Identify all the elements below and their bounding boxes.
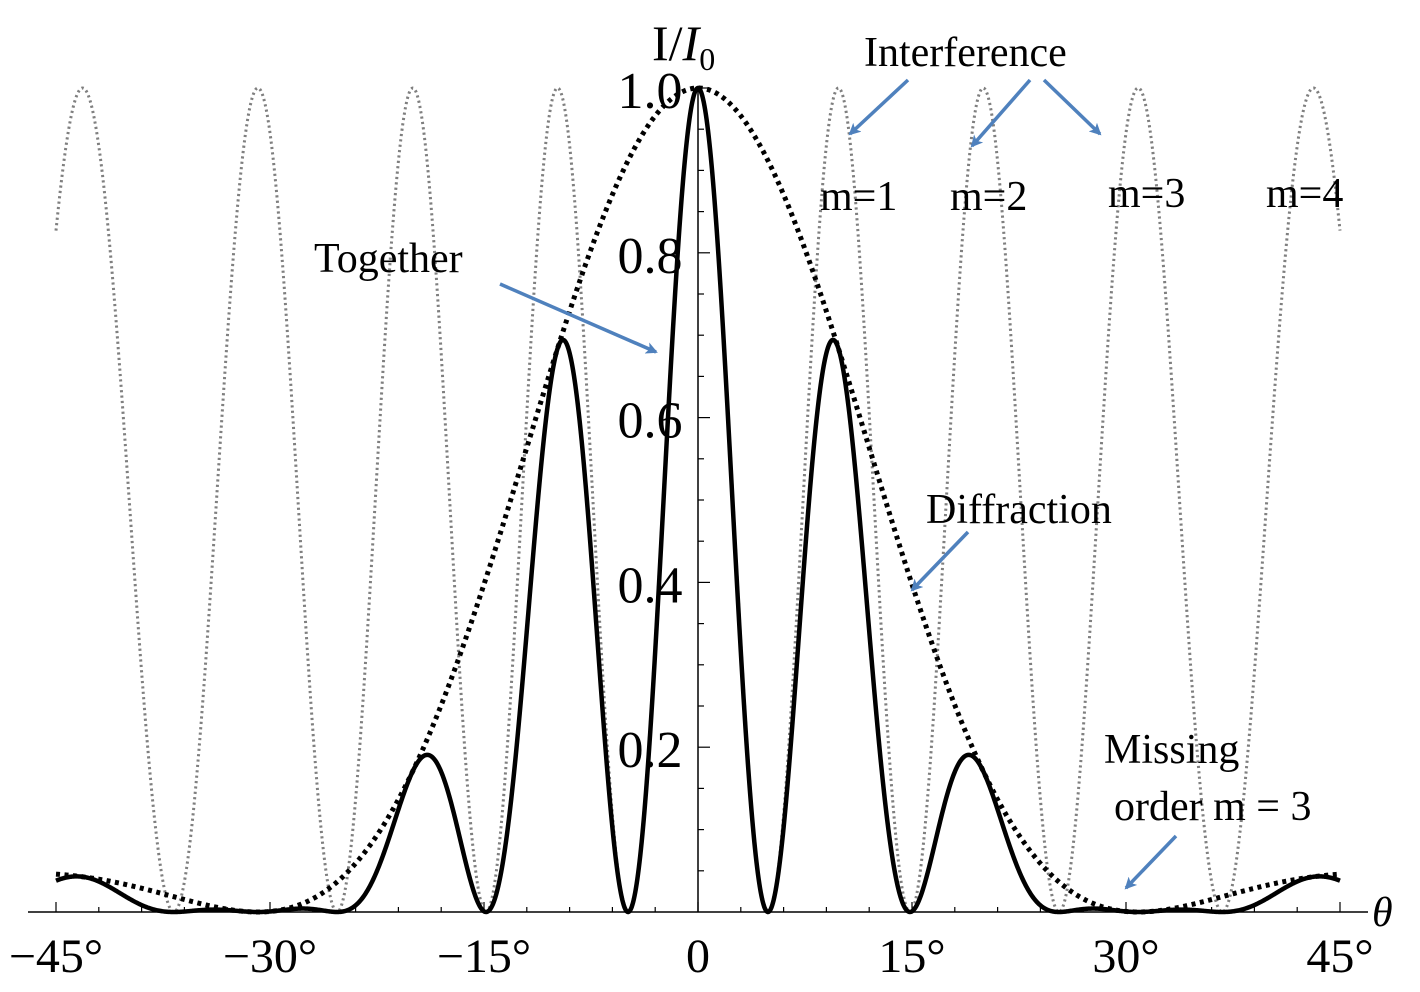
interference-arrow-m2 xyxy=(970,78,1032,148)
y-tick-label: 0.8 xyxy=(618,228,683,285)
interference-annotation: Interference xyxy=(864,30,1067,76)
x-tick-label: 45° xyxy=(1306,930,1373,983)
x-tick-label: 30° xyxy=(1092,930,1159,983)
interference-arrow-m3 xyxy=(1042,78,1102,136)
interference-arrow-m1 xyxy=(848,78,910,136)
x-tick-labels: −45° −30° −15° 0 15° 30° 45° xyxy=(9,930,1374,983)
x-tick-label: 15° xyxy=(878,930,945,983)
y-axis-label-main: I/ xyxy=(652,15,683,71)
y-tick-marks xyxy=(698,87,710,872)
y-axis-label: I/I0 xyxy=(652,15,715,77)
x-tick-label: −45° xyxy=(9,930,103,983)
y-axis-label-subscript: 0 xyxy=(699,41,715,77)
order-label-m3: m=3 xyxy=(1108,171,1185,217)
together-arrow xyxy=(499,282,658,354)
diffraction-annotation: Diffraction xyxy=(926,487,1112,533)
annotations: Interference Together Diffraction Missin… xyxy=(314,30,1343,830)
diffraction-arrow xyxy=(910,530,970,592)
y-axis-label-italic: I xyxy=(682,15,702,71)
axes: −45° −30° −15° 0 15° 30° 45° 0.2 0.4 0.6 0.8 1.0 xyxy=(9,63,1374,983)
order-label-m2: m=2 xyxy=(950,174,1027,220)
x-tick-label: −30° xyxy=(223,930,317,983)
x-tick-label: 0 xyxy=(686,930,710,983)
y-tick-labels: 0.2 0.4 0.6 0.8 1.0 xyxy=(618,63,683,779)
together-annotation: Together xyxy=(314,236,463,282)
x-tick-marks xyxy=(55,902,1341,912)
x-tick-label: −15° xyxy=(437,930,531,983)
missing-order-arrow xyxy=(1124,834,1178,890)
order-label-m4: m=4 xyxy=(1266,171,1343,217)
order-label-m1: m=1 xyxy=(820,174,897,220)
x-axis-label: θ xyxy=(1372,890,1393,936)
missing-order-annotation-line1: Missing xyxy=(1104,727,1239,773)
annotation-arrows xyxy=(499,78,1178,890)
y-tick-label: 1.0 xyxy=(618,63,683,120)
y-tick-label: 0.2 xyxy=(618,722,683,779)
missing-order-annotation-line2: order m = 3 xyxy=(1114,784,1311,830)
y-tick-label: 0.6 xyxy=(618,393,683,450)
y-tick-label: 0.4 xyxy=(618,557,683,614)
